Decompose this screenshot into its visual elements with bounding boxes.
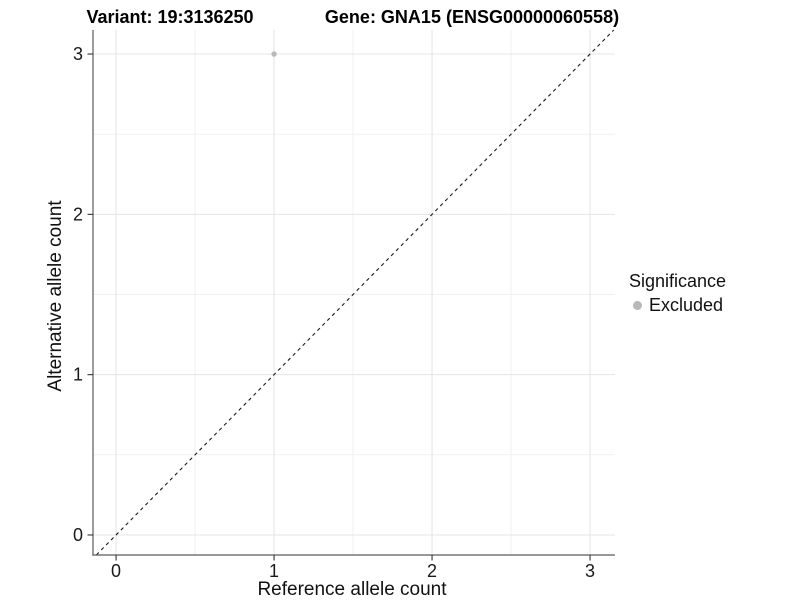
- identity-line: [95, 29, 615, 556]
- y-tick-label: 0: [73, 525, 83, 545]
- x-tick-label: 2: [427, 561, 437, 581]
- legend-item-excluded: Excluded: [629, 295, 726, 316]
- y-tick-label: 1: [73, 365, 83, 385]
- plot-title-variant: Variant: 19:3136250: [86, 7, 254, 27]
- data-point: [271, 51, 277, 57]
- x-tick-label: 0: [111, 561, 121, 581]
- legend-key-point-icon: [633, 301, 642, 310]
- x-tick-label: 3: [585, 561, 595, 581]
- x-axis-title: Reference allele count: [257, 579, 447, 600]
- legend-item-label: Excluded: [649, 295, 724, 315]
- y-tick-label: 2: [73, 204, 83, 224]
- x-tick-label: 1: [269, 561, 279, 581]
- legend-title: Significance: [629, 271, 727, 291]
- y-tick-label: 3: [73, 44, 83, 64]
- y-axis-title: Alternative allele count: [45, 200, 66, 392]
- plot-title-gene: Gene: GNA15 (ENSG00000060558): [324, 7, 620, 27]
- legend: Significance Excluded: [629, 270, 726, 316]
